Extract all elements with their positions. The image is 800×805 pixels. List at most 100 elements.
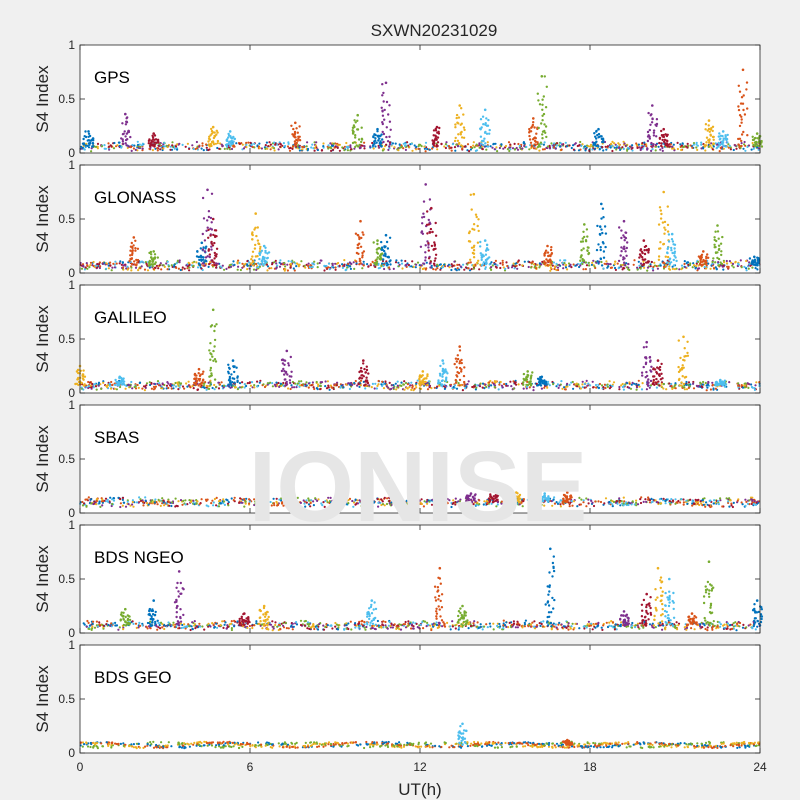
data-point bbox=[642, 382, 644, 384]
data-point bbox=[448, 145, 450, 147]
data-point bbox=[602, 138, 604, 140]
data-point bbox=[233, 499, 235, 501]
data-point bbox=[686, 341, 688, 343]
data-point bbox=[103, 144, 105, 146]
data-point bbox=[741, 133, 743, 135]
data-point bbox=[579, 141, 581, 143]
data-point bbox=[656, 387, 658, 389]
data-point bbox=[457, 354, 459, 356]
data-point bbox=[381, 83, 383, 85]
spike-peak-point bbox=[541, 376, 544, 379]
data-point bbox=[482, 116, 484, 118]
data-point bbox=[456, 371, 458, 373]
data-point bbox=[376, 251, 378, 253]
data-point bbox=[382, 149, 384, 151]
data-point bbox=[595, 130, 597, 132]
data-point bbox=[227, 133, 229, 135]
data-point bbox=[643, 346, 645, 348]
data-point bbox=[572, 388, 574, 390]
data-point bbox=[381, 107, 383, 109]
data-point bbox=[196, 141, 198, 143]
data-point bbox=[623, 246, 625, 248]
data-point bbox=[718, 132, 720, 134]
data-point bbox=[309, 264, 311, 266]
data-point bbox=[653, 262, 655, 264]
data-point bbox=[135, 149, 137, 151]
data-point bbox=[452, 265, 454, 267]
data-point bbox=[582, 268, 584, 270]
data-point bbox=[217, 140, 219, 142]
data-point bbox=[129, 386, 131, 388]
data-point bbox=[455, 137, 457, 139]
data-point bbox=[125, 388, 127, 390]
data-point bbox=[537, 93, 539, 95]
data-point bbox=[454, 150, 456, 152]
data-point bbox=[422, 268, 424, 270]
data-point bbox=[179, 383, 181, 385]
data-point bbox=[509, 144, 511, 146]
data-point bbox=[522, 384, 524, 386]
data-point bbox=[706, 253, 708, 255]
data-point bbox=[287, 387, 289, 389]
data-point bbox=[733, 266, 735, 268]
data-point bbox=[258, 143, 260, 145]
data-point bbox=[218, 148, 220, 150]
data-point bbox=[705, 267, 707, 269]
data-point bbox=[445, 147, 447, 149]
data-point bbox=[405, 382, 407, 384]
data-point bbox=[670, 383, 672, 385]
data-point bbox=[293, 267, 295, 269]
data-point bbox=[350, 263, 352, 265]
data-point bbox=[593, 142, 595, 144]
data-point bbox=[398, 147, 400, 149]
data-point bbox=[328, 263, 330, 265]
data-point bbox=[626, 266, 628, 268]
data-point bbox=[485, 254, 487, 256]
data-point bbox=[513, 388, 515, 390]
data-point bbox=[588, 262, 590, 264]
data-point bbox=[697, 386, 699, 388]
data-point bbox=[353, 261, 355, 263]
data-point bbox=[312, 384, 314, 386]
spike-peak-point bbox=[662, 128, 665, 131]
data-point bbox=[683, 367, 685, 369]
data-point bbox=[401, 260, 403, 262]
data-point bbox=[410, 265, 412, 267]
data-point bbox=[210, 248, 212, 250]
data-point bbox=[484, 142, 486, 144]
spike-peak-point bbox=[385, 82, 388, 85]
data-point bbox=[649, 263, 651, 265]
data-point bbox=[582, 231, 584, 233]
data-point bbox=[658, 373, 660, 375]
data-point bbox=[226, 148, 228, 150]
data-point bbox=[638, 144, 640, 146]
data-point bbox=[524, 379, 526, 381]
data-point bbox=[423, 146, 425, 148]
data-point bbox=[404, 260, 406, 262]
data-point bbox=[203, 217, 205, 219]
data-point bbox=[742, 131, 744, 133]
data-point bbox=[399, 143, 401, 145]
data-point bbox=[281, 359, 283, 361]
data-point bbox=[453, 386, 455, 388]
data-point bbox=[443, 264, 445, 266]
data-point bbox=[126, 266, 128, 268]
data-point bbox=[389, 382, 391, 384]
data-point bbox=[649, 129, 651, 131]
data-point bbox=[476, 216, 478, 218]
data-point bbox=[175, 145, 177, 147]
data-point bbox=[585, 240, 587, 242]
data-point bbox=[360, 367, 362, 369]
data-point bbox=[660, 217, 662, 219]
spike-peak-point bbox=[651, 104, 654, 107]
data-point bbox=[716, 268, 718, 270]
data-point bbox=[579, 260, 581, 262]
data-point bbox=[489, 263, 491, 265]
data-point bbox=[122, 264, 124, 266]
data-point bbox=[211, 500, 213, 502]
data-point bbox=[484, 384, 486, 386]
data-point bbox=[152, 143, 154, 145]
data-point bbox=[116, 263, 118, 265]
data-point bbox=[719, 150, 721, 152]
